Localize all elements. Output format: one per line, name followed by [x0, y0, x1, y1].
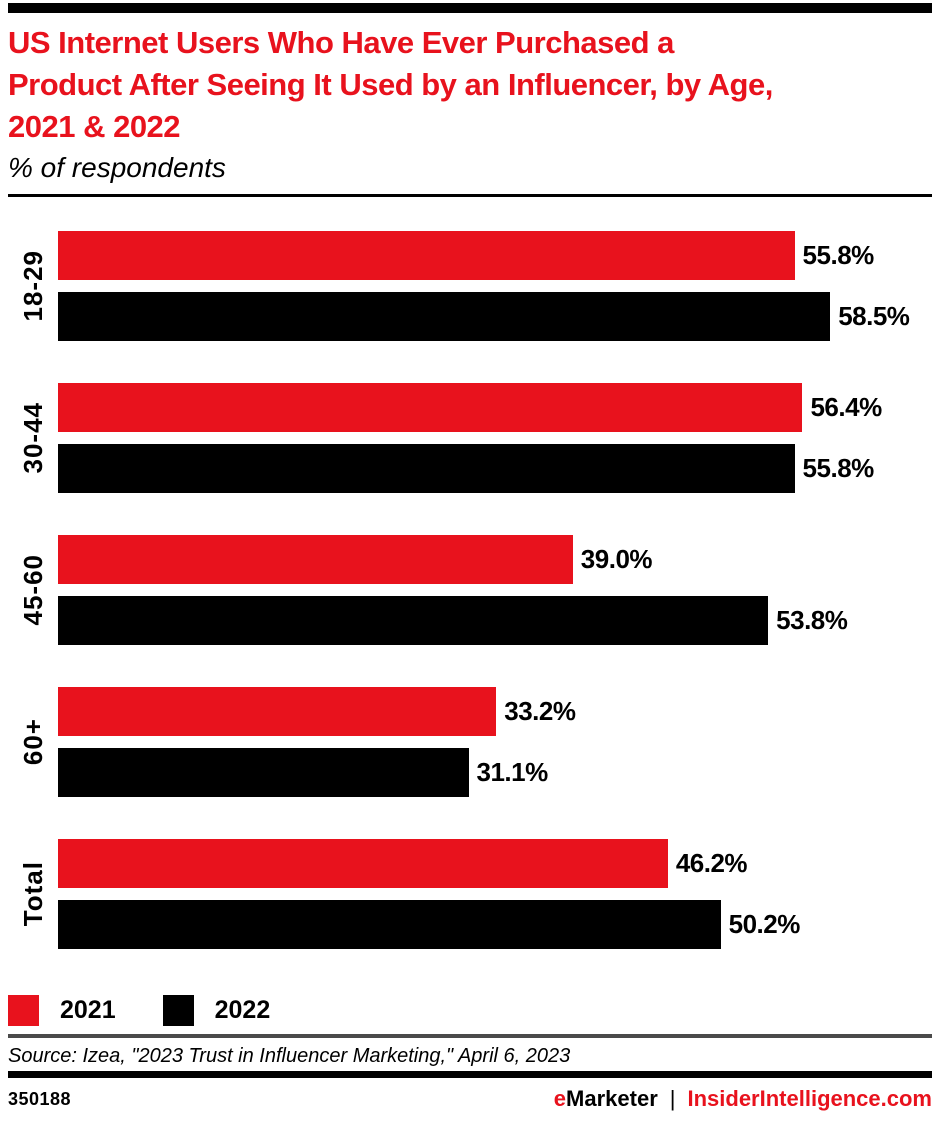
bar-2022	[58, 292, 831, 341]
legend-label-2021: 2021	[60, 996, 116, 1024]
bar-pair: 33.2% 31.1%	[58, 687, 932, 797]
chart-title-line-3: 2021 & 2022	[8, 109, 181, 144]
legend-label-2022: 2022	[214, 996, 271, 1024]
chart-group-45-60: 45-60 39.0% 53.8%	[8, 535, 932, 645]
legend: 2021 2022	[8, 995, 932, 1026]
category-label: 18-29	[8, 231, 58, 341]
bar-2021	[58, 383, 803, 432]
chart-group-30-44: 30-44 56.4% 55.8%	[8, 383, 932, 493]
chart-group-18-29: 18-29 55.8% 58.5%	[8, 231, 932, 341]
legend-swatch-2021	[8, 995, 39, 1026]
bar-row-2022: 53.8%	[58, 596, 932, 645]
bar-row-2022: 31.1%	[58, 748, 932, 797]
bar-pair: 46.2% 50.2%	[58, 839, 932, 949]
brand-lockup: eMarketer | InsiderIntelligence.com	[554, 1086, 932, 1112]
bar-2021	[58, 231, 795, 280]
bar-2021	[58, 839, 668, 888]
value-label: 33.2%	[504, 696, 576, 726]
category-label-text: 45-60	[17, 554, 48, 626]
category-label: Total	[8, 839, 58, 949]
category-label-text: Total	[17, 861, 48, 927]
value-label: 39.0%	[580, 544, 653, 574]
category-label-text: 60+	[17, 718, 48, 766]
bar-row-2021: 55.8%	[58, 231, 932, 280]
legend-item-2022: 2022	[162, 995, 271, 1026]
legend-item-2021: 2021	[8, 995, 116, 1026]
legend-swatch-2022	[162, 995, 194, 1026]
source-divider-rule	[8, 1034, 932, 1038]
chart-group-total: Total 46.2% 50.2%	[8, 839, 932, 949]
brand-separator: |	[669, 1086, 676, 1111]
value-label: 50.2%	[728, 909, 801, 939]
bar-2022	[58, 900, 721, 949]
bar-row-2022: 55.8%	[58, 444, 932, 493]
bar-pair: 56.4% 55.8%	[58, 383, 932, 493]
chart-id: 350188	[8, 1088, 72, 1109]
bar-2022	[58, 444, 795, 493]
bar-row-2021: 39.0%	[58, 535, 932, 584]
category-label: 45-60	[8, 535, 58, 645]
chart-subtitle: % of respondents	[8, 152, 226, 183]
bar-2021	[58, 687, 497, 736]
category-label: 30-44	[8, 383, 58, 493]
value-label: 55.8%	[802, 453, 875, 483]
bar-2022	[58, 596, 769, 645]
bar-row-2022: 58.5%	[58, 292, 932, 341]
chart-title: US Internet Users Who Have Ever Purchase…	[8, 22, 932, 148]
footer: 350188 eMarketer | InsiderIntelligence.c…	[8, 1086, 932, 1112]
chart-group-60+: 60+ 33.2% 31.1%	[8, 687, 932, 797]
bar-pair: 55.8% 58.5%	[58, 231, 932, 341]
category-label-text: 30-44	[17, 402, 48, 474]
value-label: 31.1%	[476, 757, 549, 787]
brand-emarketer-e: e	[553, 1086, 567, 1111]
chart-page: US Internet Users Who Have Ever Purchase…	[0, 3, 940, 1123]
bar-row-2021: 46.2%	[58, 839, 932, 888]
brand-emarketer-rest: Marketer	[566, 1086, 658, 1111]
chart-title-line-1: US Internet Users Who Have Ever Purchase…	[8, 25, 674, 60]
brand-site: InsiderIntelligence.com	[687, 1086, 932, 1111]
source-note: Source: Izea, "2023 Trust in Influencer …	[8, 1045, 571, 1067]
bar-row-2021: 33.2%	[58, 687, 932, 736]
category-label-text: 18-29	[17, 250, 48, 322]
value-label: 53.8%	[776, 605, 848, 635]
value-label: 58.5%	[838, 301, 910, 331]
footer-divider-rule	[8, 1071, 932, 1078]
value-label: 56.4%	[810, 392, 882, 422]
category-label: 60+	[8, 687, 58, 797]
bar-row-2022: 50.2%	[58, 900, 932, 949]
top-accent-bar	[8, 3, 932, 13]
title-divider-rule	[8, 194, 932, 197]
value-label: 55.8%	[802, 240, 875, 270]
bar-2021	[58, 535, 573, 584]
brand-emarketer: eMarketer	[554, 1086, 658, 1112]
bar-row-2021: 56.4%	[58, 383, 932, 432]
bar-2022	[58, 748, 469, 797]
value-label: 46.2%	[675, 848, 748, 878]
chart-title-line-2: Product After Seeing It Used by an Influ…	[8, 67, 773, 102]
bar-chart-area: 18-29 55.8% 58.5% 30-44 56.4% 55.8% 45-60 39.0%…	[8, 231, 932, 949]
bar-pair: 39.0% 53.8%	[58, 535, 932, 645]
